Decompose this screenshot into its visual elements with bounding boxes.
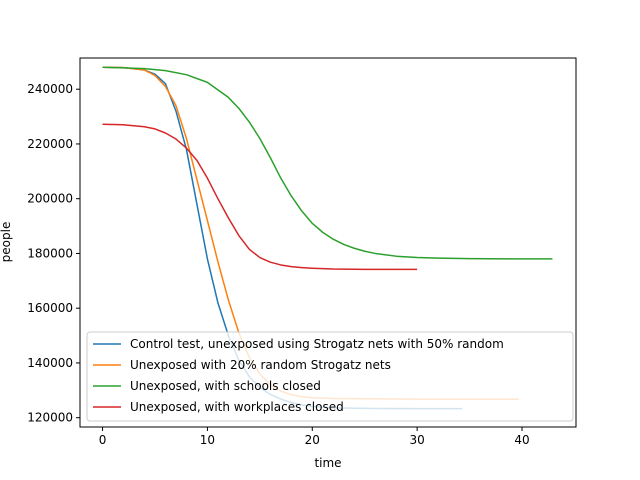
- x-tick-label: 0: [99, 433, 107, 447]
- x-axis: 0 10 20 30 40: [99, 427, 530, 447]
- y-tick-label: 240000: [27, 82, 73, 96]
- x-tick-label: 20: [305, 433, 320, 447]
- x-tick-label: 30: [409, 433, 424, 447]
- y-tick-label: 160000: [27, 301, 73, 315]
- legend-label-4: Unexposed, with workplaces closed: [130, 400, 344, 414]
- legend-label-1: Control test, unexposed using Strogatz n…: [130, 337, 504, 351]
- y-tick-label: 120000: [27, 411, 73, 425]
- x-tick-label: 40: [514, 433, 529, 447]
- legend-box: [86, 331, 574, 422]
- series-line-4: [102, 123, 418, 271]
- y-axis: 120000 140000 160000 180000 200000 220000 2400…: [27, 82, 80, 425]
- x-axis-label: time: [314, 456, 341, 470]
- legend: Control test, unexposed using Strogatz n…: [86, 331, 574, 422]
- x-tick-label: 10: [200, 433, 215, 447]
- y-tick-label: 200000: [27, 192, 73, 206]
- plot-frame: [79, 57, 577, 428]
- y-tick-label: 180000: [27, 246, 73, 260]
- legend-label-3: Unexposed, with schools closed: [130, 379, 321, 393]
- y-tick-label: 220000: [27, 137, 73, 151]
- y-axis-label: people: [0, 222, 13, 263]
- legend-label-2: Unexposed with 20% random Strogatz nets: [130, 358, 391, 372]
- y-tick-label: 140000: [27, 356, 73, 370]
- series-line-3: [102, 66, 553, 260]
